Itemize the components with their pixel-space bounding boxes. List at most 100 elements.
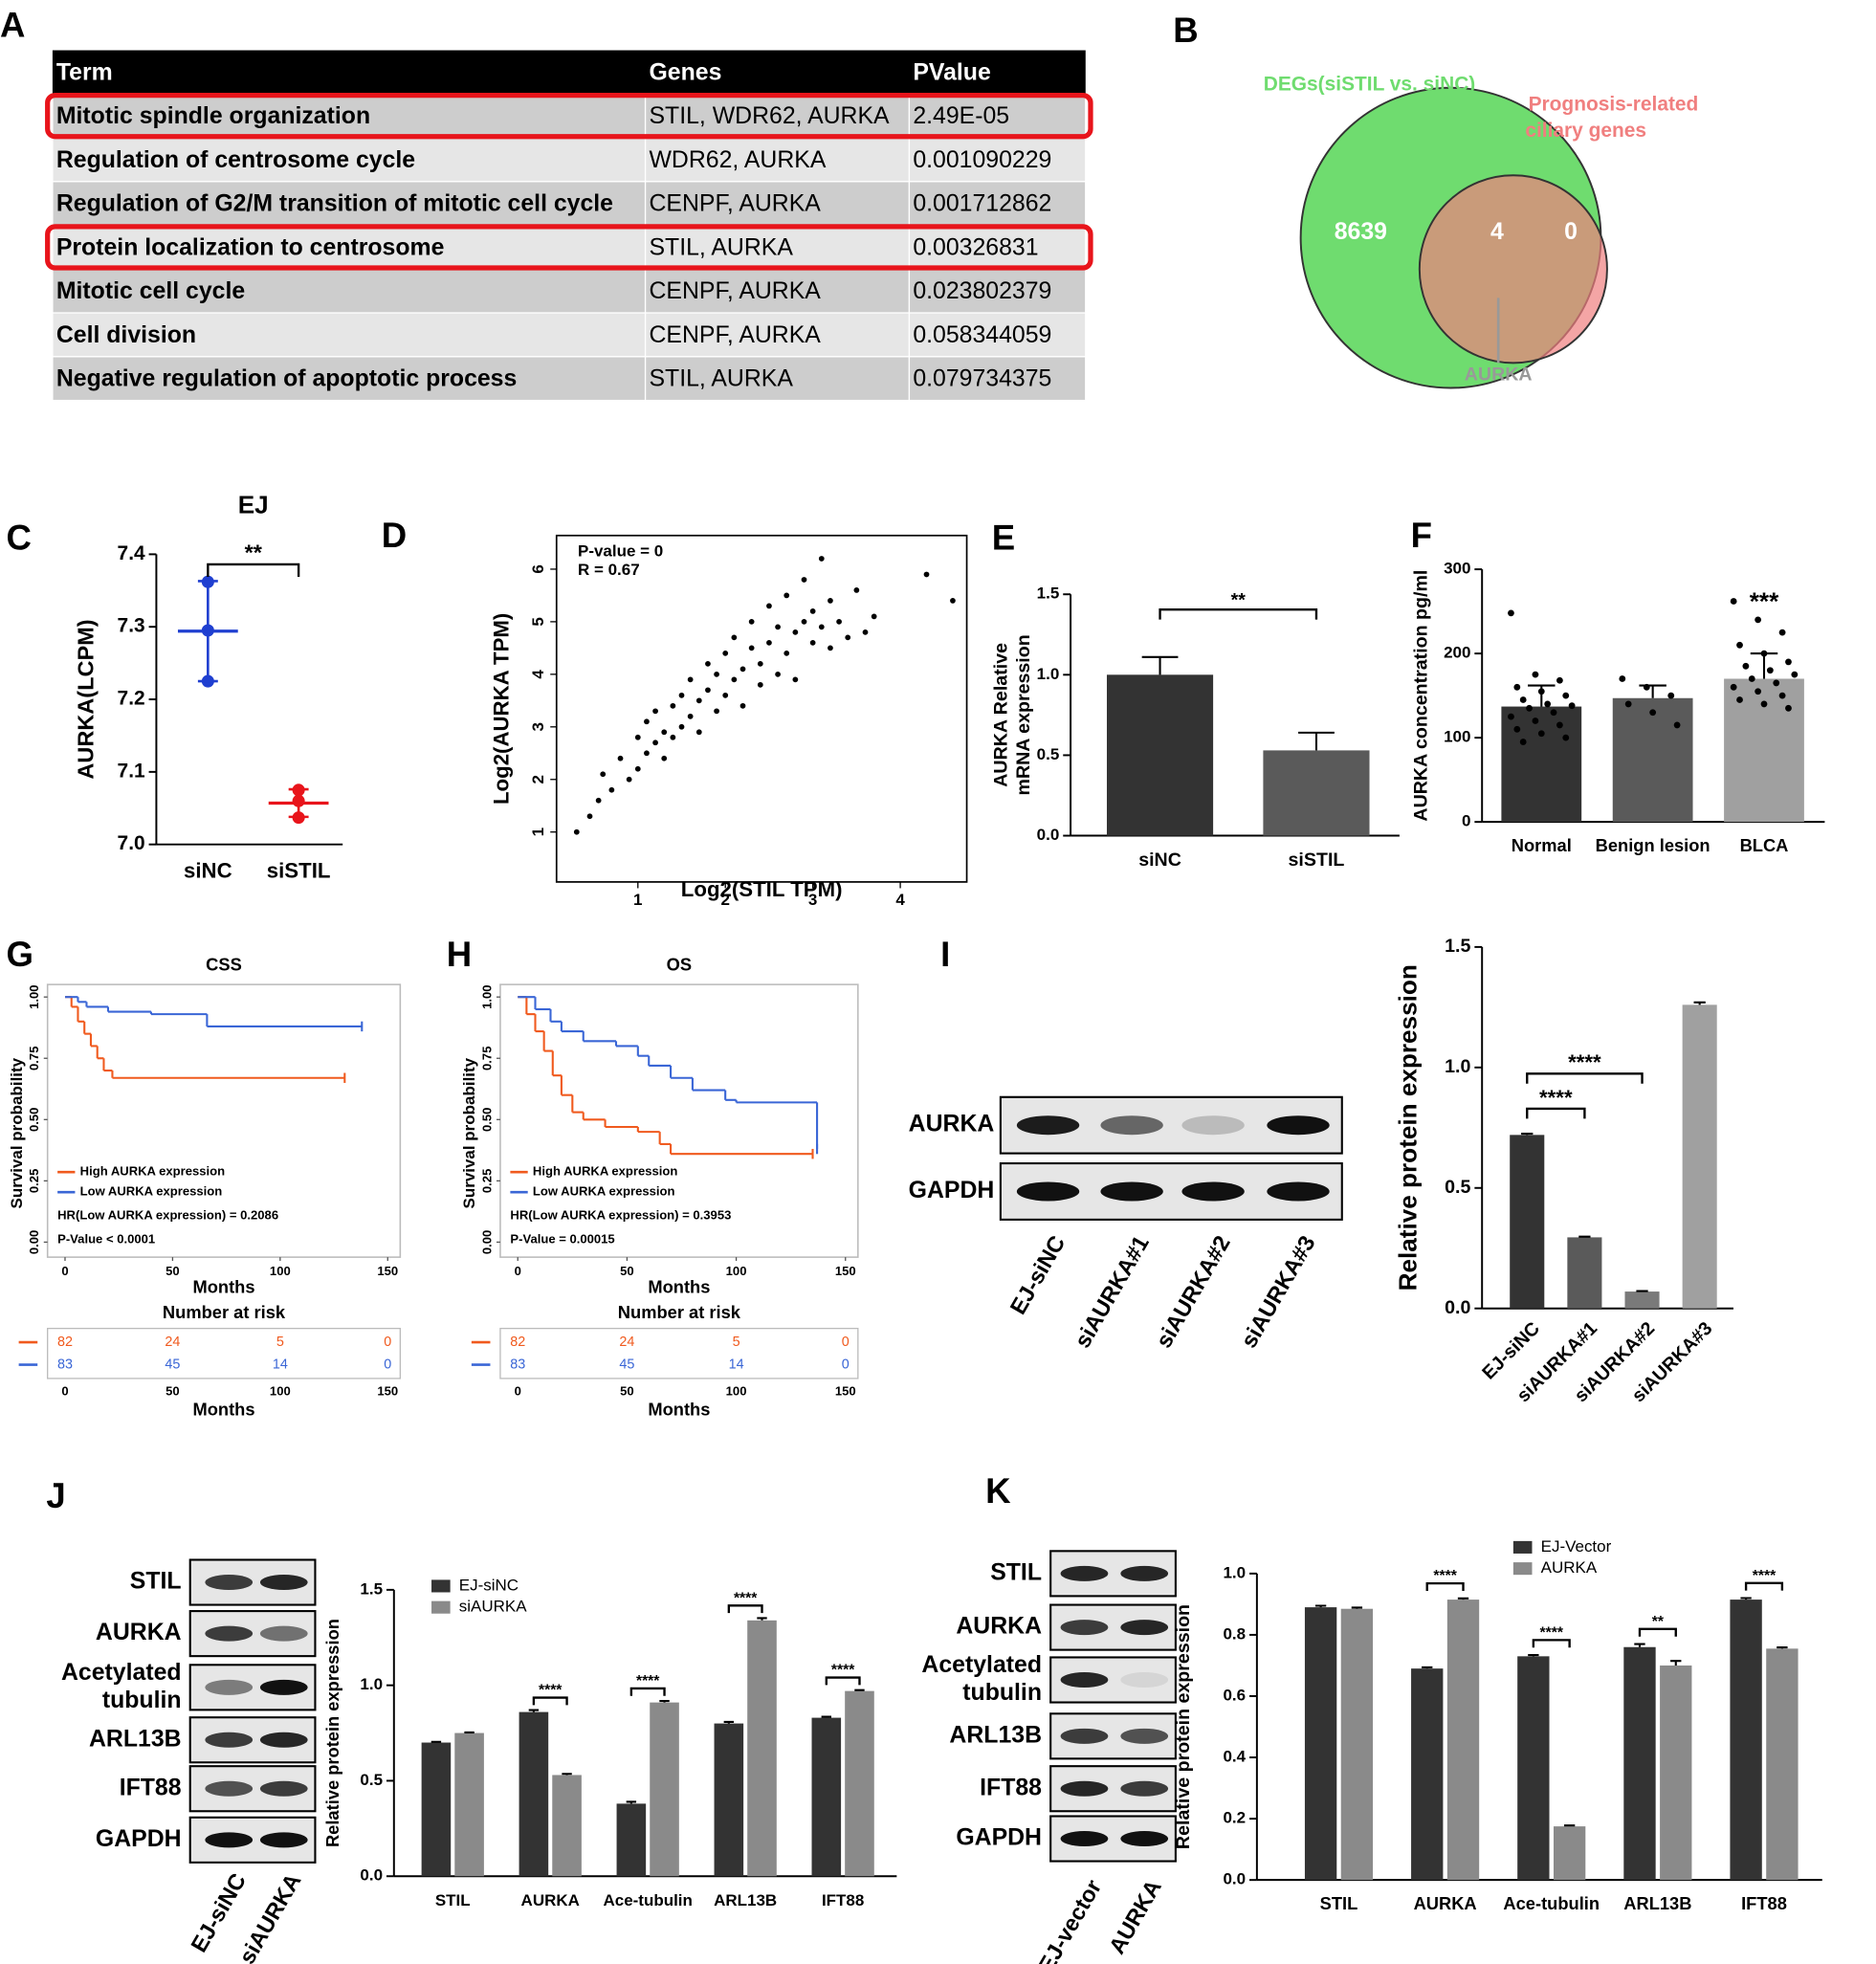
data-point	[809, 608, 816, 614]
y-tick-label: 1.00	[479, 984, 494, 1008]
column-header: PValue	[913, 59, 990, 85]
risk-count: 82	[510, 1335, 525, 1350]
y-tick-label: 100	[1444, 728, 1470, 746]
data-point	[1673, 721, 1681, 729]
blot-band	[1120, 1620, 1169, 1636]
y-axis-label: Relative protein expression	[1393, 964, 1422, 1291]
panel-label: I	[940, 935, 950, 974]
y-tick-label: 0.0	[1037, 826, 1060, 844]
error-bar	[1634, 1643, 1645, 1647]
y-tick-label: 0.25	[479, 1169, 494, 1193]
legend-label: EJ-Vector	[1541, 1537, 1612, 1556]
y-tick-label: 0.0	[1445, 1297, 1470, 1318]
risk-table-frame	[499, 1327, 859, 1379]
legend-label: siAURKA	[459, 1598, 527, 1616]
x-tick-label: siNC	[184, 858, 232, 882]
x-tick-label: Normal	[1512, 835, 1572, 855]
data-point	[705, 687, 711, 694]
risk-count: 24	[165, 1335, 180, 1350]
blot-band	[1060, 1620, 1109, 1636]
blot-band	[205, 1780, 254, 1797]
x-tick-label: 4	[895, 891, 905, 909]
significance-label: ****	[734, 1590, 758, 1606]
data-point	[678, 692, 685, 698]
data-point	[775, 671, 781, 677]
x-tick-label: siSTIL	[1289, 850, 1345, 871]
data-point	[809, 640, 816, 646]
y-axis-label: Survival probability	[460, 1057, 478, 1208]
data-point	[1526, 704, 1533, 712]
data-point	[695, 729, 702, 736]
error-bar	[1639, 684, 1666, 698]
chart-title: EJ	[238, 491, 269, 519]
chart-title: CSS	[206, 954, 242, 974]
data-point	[1742, 662, 1750, 670]
data-point	[766, 603, 772, 609]
bar	[811, 1717, 842, 1877]
data-point	[687, 713, 694, 719]
y-tick-label: 0.50	[479, 1108, 494, 1132]
y-tick-label: 0.50	[27, 1108, 41, 1132]
risk-count: 0	[384, 1357, 391, 1372]
blot-band	[1267, 1115, 1330, 1136]
venn-set-label: ciliary genes	[1525, 120, 1646, 142]
data-point	[1556, 676, 1563, 684]
data-point	[1568, 702, 1576, 710]
x-tick-label: 1	[633, 891, 642, 909]
annotation: HR(Low AURKA expression) = 0.2086	[57, 1207, 278, 1222]
blot-band	[1181, 1115, 1245, 1136]
data-point	[714, 671, 719, 677]
error-bar	[464, 1731, 475, 1733]
plot-frame	[555, 534, 968, 883]
bar	[1660, 1665, 1692, 1881]
y-tick-label: 0.4	[1223, 1748, 1246, 1766]
annotation: P-Value < 0.0001	[57, 1231, 155, 1246]
data-point	[687, 676, 694, 683]
data-point	[748, 645, 755, 651]
significance-bracket	[825, 1676, 861, 1686]
data-point	[1778, 692, 1786, 699]
data-point	[731, 676, 738, 683]
bar	[1106, 674, 1214, 836]
y-axis-label: AURKA concentration pg/ml	[1411, 570, 1432, 822]
panel-label: E	[992, 519, 1015, 558]
y-axis-label: mRNA expression	[1013, 634, 1034, 795]
y-tick-label: 2	[529, 775, 547, 783]
y-axis-label: AURKA(LCPM)	[74, 619, 99, 779]
y-axis-label: Survival probability	[8, 1057, 26, 1208]
table-cell	[52, 356, 647, 402]
data-point	[634, 765, 641, 772]
x-tick-label: 0	[515, 1264, 521, 1278]
blot-band	[1120, 1565, 1169, 1581]
data-point	[1730, 683, 1737, 691]
error-bar	[723, 1720, 735, 1724]
table-cell-text: STIL, WDR62, AURKA	[650, 103, 891, 129]
data-point	[731, 634, 738, 641]
blot-band	[1016, 1115, 1080, 1136]
y-tick-label: 300	[1444, 560, 1470, 578]
data-point	[871, 613, 877, 620]
bar	[1730, 1600, 1762, 1881]
data-point	[1508, 713, 1514, 720]
blot-row-label: tubulin	[102, 1688, 182, 1713]
bar	[1624, 1291, 1660, 1309]
x-tick-label: STIL	[1320, 1893, 1358, 1913]
table-cell-text: 0.079734375	[913, 366, 1051, 392]
significance-bracket	[1532, 1639, 1571, 1648]
data-point	[644, 750, 650, 757]
panel-label: H	[447, 935, 472, 974]
data-point	[695, 697, 702, 704]
data-point	[634, 734, 641, 740]
bar	[1446, 1600, 1480, 1881]
annotation: HR(Low AURKA expression) = 0.3953	[510, 1207, 731, 1222]
y-tick-label: 1.5	[1037, 585, 1060, 603]
bar	[519, 1711, 549, 1877]
y-tick-label: 1.0	[1037, 665, 1060, 683]
panel-label: A	[0, 6, 25, 45]
data-point	[1649, 709, 1657, 717]
bar	[1501, 706, 1582, 823]
table-cell-text: Protein localization to centrosome	[56, 234, 445, 260]
table-cell-text: Regulation of G2/M transition of mitotic…	[56, 191, 613, 217]
bar	[1612, 697, 1693, 823]
blot-lane-label: EJ-siNC	[1005, 1231, 1070, 1318]
